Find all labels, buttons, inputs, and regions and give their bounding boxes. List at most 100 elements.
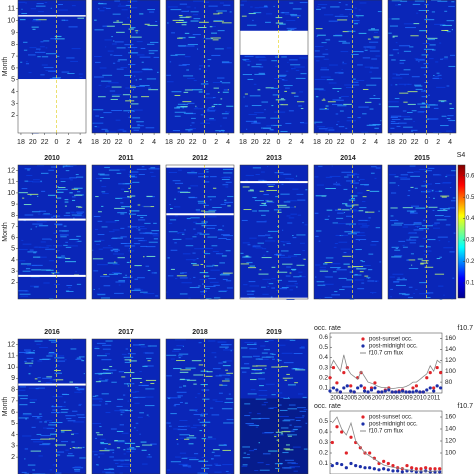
heatmap-speckle	[404, 84, 406, 86]
heatmap-speckle	[18, 395, 28, 397]
heatmap-speckle	[435, 183, 441, 185]
heatmap-speckle	[125, 4, 131, 6]
heatmap-speckle	[197, 200, 205, 202]
heatmap-speckle	[185, 245, 194, 247]
heatmap-speckle	[67, 420, 76, 422]
heatmap-speckle	[199, 430, 203, 432]
heatmap-speckle	[402, 244, 405, 246]
heatmap-speckle	[170, 54, 178, 56]
occ-marker	[344, 451, 348, 455]
heatmap-speckle	[33, 252, 37, 254]
heatmap-speckle	[112, 229, 120, 231]
y-tick-label: 10	[7, 364, 15, 371]
heatmap-speckle	[185, 367, 196, 369]
heatmap-speckle	[392, 49, 399, 51]
heatmap-speckle	[27, 169, 30, 171]
heatmap-speckle	[256, 365, 267, 367]
heatmap-speckle	[274, 111, 286, 113]
heatmap-speckle	[251, 290, 254, 292]
y-tick-label: 11	[8, 179, 15, 186]
heatmap-speckle	[19, 386, 26, 388]
heatmap-speckle	[127, 385, 130, 387]
heatmap-speckle	[209, 199, 212, 201]
heatmap-speckle	[420, 106, 430, 108]
panel-frame	[17, 338, 87, 474]
heatmap-speckle	[252, 210, 258, 212]
heatmap-speckle	[139, 371, 142, 373]
heatmap-speckle	[74, 194, 83, 196]
heatmap-speckle	[261, 352, 268, 354]
heatmap-speckle	[420, 262, 429, 264]
heatmap-speckle	[166, 74, 172, 76]
panel-title: 2012	[192, 155, 208, 162]
occ-marker	[349, 389, 353, 393]
heatmap-speckle	[275, 99, 286, 101]
heatmap-speckle	[402, 226, 408, 228]
heatmap-speckle	[141, 166, 145, 168]
heatmap-speckle	[48, 260, 55, 262]
heatmap-speckle	[274, 436, 277, 438]
heatmap-speckle	[249, 237, 257, 239]
heatmap-speckle	[94, 346, 99, 348]
heatmap-speckle	[286, 243, 291, 245]
heatmap-speckle	[128, 250, 135, 252]
heatmap-speckle	[208, 107, 214, 109]
heatmap-speckle	[293, 254, 301, 256]
heatmap-speckle	[314, 88, 324, 90]
heatmap-speckle	[171, 91, 182, 93]
heatmap-speckle	[262, 293, 269, 295]
heatmap-speckle	[214, 265, 219, 267]
heatmap-speckle	[347, 266, 351, 268]
heatmap-speckle	[354, 7, 357, 9]
heatmap-speckle	[59, 230, 69, 232]
x-tick-label: 20	[177, 139, 185, 146]
heatmap-speckle	[246, 262, 253, 264]
heatmap-speckle	[333, 183, 341, 185]
missing-data	[18, 274, 86, 277]
heatmap-speckle	[342, 209, 351, 211]
heatmap-speckle	[269, 353, 274, 355]
x-tick-label: 4	[374, 139, 378, 146]
heatmap-speckle	[337, 208, 342, 210]
heatmap-speckle	[211, 352, 217, 354]
heatmap-speckle	[51, 412, 61, 414]
heatmap-speckle	[324, 296, 333, 298]
heatmap-speckle	[24, 360, 27, 362]
heatmap-speckle	[179, 16, 190, 18]
heatmap-speckle	[127, 64, 136, 66]
heatmap-speckle	[338, 241, 348, 243]
x-tick-label: 20	[29, 139, 37, 146]
heatmap-speckle	[142, 463, 148, 465]
heatmap-speckle	[141, 68, 152, 70]
heatmap-speckle	[219, 253, 224, 255]
heatmap-speckle	[349, 271, 354, 273]
heatmap-speckle	[345, 127, 348, 129]
x-tick-label: 4	[226, 139, 230, 146]
heatmap-speckle	[364, 49, 368, 51]
heatmap-speckle	[300, 73, 307, 75]
heatmap-speckle	[78, 389, 81, 391]
heatmap-speckle	[326, 127, 334, 129]
heatmap-speckle	[63, 225, 67, 227]
heatmap-speckle	[171, 32, 176, 34]
heatmap-speckle	[412, 3, 421, 5]
heatmap-speckle	[296, 193, 304, 195]
heatmap-speckle	[314, 123, 316, 125]
heatmap-speckle	[199, 21, 209, 23]
heatmap-speckle	[116, 405, 123, 407]
occ-marker	[400, 470, 404, 474]
heatmap-speckle	[411, 76, 420, 78]
heatmap-speckle	[111, 381, 117, 383]
heatmap-speckle	[25, 268, 31, 270]
heatmap-speckle	[426, 17, 428, 19]
heatmap-speckle	[417, 103, 428, 105]
heatmap-speckle	[76, 211, 85, 213]
heatmap-speckle	[221, 408, 233, 410]
heatmap-speckle	[369, 190, 380, 192]
x-tick-label: 20	[399, 139, 407, 146]
heatmap-speckle	[422, 42, 430, 44]
heatmap-speckle	[406, 239, 417, 241]
heatmap-speckle	[212, 39, 219, 41]
panel-title: 2019	[266, 329, 282, 336]
heatmap-speckle	[174, 111, 186, 113]
